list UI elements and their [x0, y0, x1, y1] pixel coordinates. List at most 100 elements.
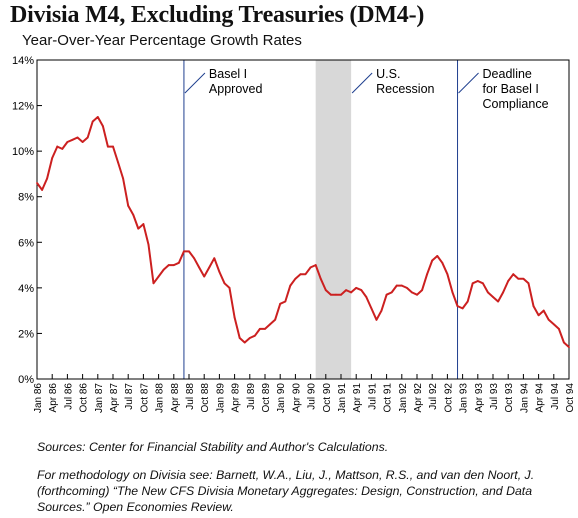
methodology-note: For methodology on Divisia see: Barnett,…: [37, 468, 535, 514]
data-point: [446, 273, 449, 276]
data-point: [238, 337, 241, 339]
basel-deadline-annotation-text: Compliance: [483, 97, 549, 111]
chart-frame: [36, 59, 570, 380]
data-point: [563, 341, 565, 344]
data-point: [395, 284, 398, 287]
data-point: [355, 286, 358, 289]
data-point: [107, 145, 109, 148]
y-tick-label: 14%: [12, 55, 34, 67]
data-point: [492, 296, 494, 298]
data-point: [264, 327, 266, 330]
y-tick-label: 4%: [18, 283, 34, 295]
data-point: [188, 250, 190, 253]
x-tick-label: Jan 92: [398, 383, 409, 413]
data-series: [36, 116, 570, 348]
dm4-growth-line: [36, 116, 570, 348]
data-point: [91, 120, 94, 123]
data-point: [532, 305, 535, 307]
data-point: [147, 243, 150, 246]
data-point: [335, 293, 337, 296]
y-tick-label: 12%: [12, 101, 34, 113]
data-point: [56, 145, 59, 148]
data-point: [314, 264, 317, 266]
data-point: [568, 346, 570, 348]
data-point: [421, 289, 423, 292]
recession-shading: [315, 60, 352, 379]
x-tick-label: Oct 89: [261, 383, 272, 413]
data-point: [416, 293, 418, 296]
x-tick-label: Apr 89: [231, 383, 242, 413]
data-point: [81, 141, 84, 143]
x-tick-label: Jan 87: [94, 383, 105, 413]
data-point: [476, 280, 479, 282]
y-tick-label: 8%: [18, 192, 34, 204]
data-point: [203, 275, 206, 278]
data-point: [487, 291, 489, 294]
basel-deadline-annotation-pointer: [458, 72, 479, 94]
x-tick-label: Apr 91: [352, 383, 363, 413]
recession-annotation-text: Recession: [376, 82, 434, 96]
data-point: [183, 250, 185, 253]
data-point: [127, 204, 130, 207]
y-tick-label: 2%: [18, 328, 34, 340]
data-point: [41, 188, 43, 191]
data-point: [228, 286, 231, 289]
data-point: [547, 318, 550, 321]
data-point: [223, 282, 226, 285]
x-tick-label: Apr 86: [48, 383, 59, 413]
data-point: [142, 223, 145, 225]
y-tick-label: 6%: [18, 237, 34, 249]
data-point: [76, 136, 79, 139]
basel-approved-annotation-text: Basel I: [209, 67, 247, 81]
x-tick-label: Oct 88: [200, 383, 211, 413]
data-point: [497, 300, 499, 303]
data-point: [466, 300, 469, 303]
data-point: [552, 323, 555, 326]
data-point: [294, 277, 297, 280]
data-point: [451, 291, 454, 294]
data-point: [502, 291, 505, 294]
x-tick-label: Apr 87: [109, 383, 120, 413]
event-markers: [183, 60, 459, 379]
data-point: [390, 291, 393, 294]
data-point: [46, 177, 49, 180]
data-point: [284, 300, 287, 303]
data-point: [259, 327, 261, 330]
data-point: [411, 291, 413, 294]
data-point: [542, 309, 545, 312]
y-axis: 0% 2% 4% 6% 8% 10% 12% 14%: [12, 55, 42, 386]
data-point: [253, 334, 256, 337]
data-point: [208, 266, 211, 269]
x-tick-label: Oct 92: [443, 383, 454, 413]
data-point: [309, 266, 312, 269]
data-point: [456, 305, 459, 307]
basel-deadline-annotation-text: Deadline: [483, 67, 532, 81]
data-point: [461, 307, 464, 310]
data-point: [471, 282, 474, 285]
data-point: [365, 296, 368, 298]
x-tick-label: Jul 92: [428, 383, 439, 410]
basel-deadline-annotation-text: for Basel I: [483, 82, 539, 96]
x-axis: Jan 86 Apr 86 Jul 86 Oct 86 Jan 87 Apr 87 Jul …: [33, 374, 576, 413]
recession-annotation-text: U.S.: [376, 67, 400, 81]
data-point: [71, 138, 74, 141]
x-tick-label: Oct 86: [79, 383, 90, 413]
data-point: [112, 145, 114, 148]
x-tick-label: Jan 94: [519, 383, 530, 413]
x-tick-label: Oct 87: [139, 383, 150, 413]
data-point: [481, 282, 484, 285]
data-point: [117, 161, 119, 164]
x-tick-label: Apr 94: [535, 383, 546, 413]
data-point: [405, 286, 408, 289]
recession-annotation-pointer: [351, 72, 373, 94]
data-point: [193, 257, 195, 260]
data-point: [324, 289, 327, 292]
data-point: [436, 255, 439, 257]
data-point: [350, 291, 353, 294]
data-point: [132, 214, 135, 216]
data-point: [137, 227, 140, 230]
data-point: [537, 314, 540, 317]
x-tick-label: Jul 94: [550, 383, 561, 410]
data-point: [426, 273, 429, 276]
